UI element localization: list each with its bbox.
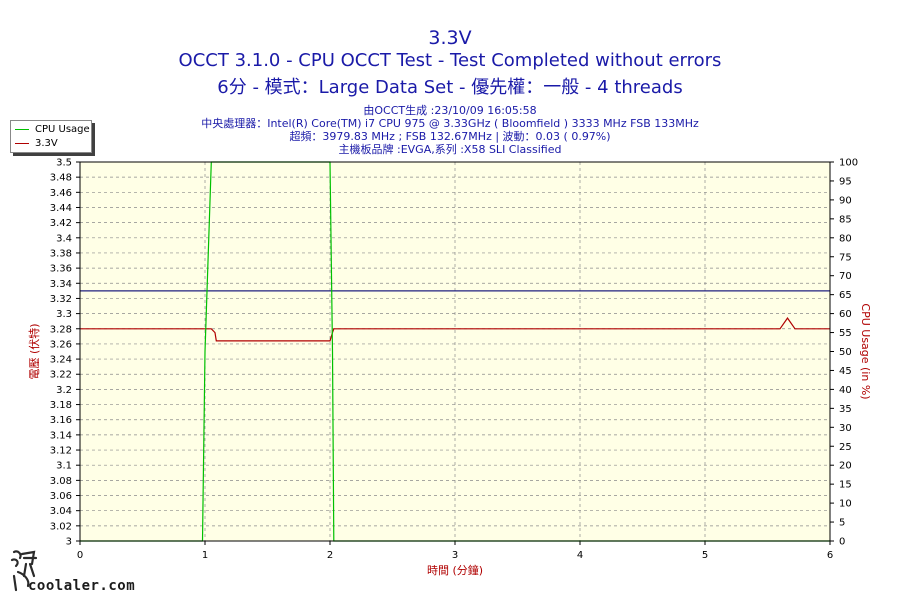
- tick-label-y-left: 3.34: [50, 279, 72, 290]
- tick-label-y-right: 50: [839, 347, 852, 358]
- tick-label-y-left: 3: [66, 537, 72, 548]
- watermark-logo: [10, 550, 38, 592]
- tick-label-y-right: 35: [839, 404, 852, 415]
- legend: CPU Usage 3.3V: [10, 120, 92, 153]
- tick-label-y-right: 65: [839, 290, 852, 301]
- tick-label-x: 5: [702, 550, 708, 561]
- tick-label-y-left: 3.2: [56, 385, 72, 396]
- tick-label-y-left: 3.12: [50, 446, 72, 457]
- tick-label-y-right: 45: [839, 366, 852, 377]
- tick-label-y-left: 3.3: [56, 309, 72, 320]
- tick-label-y-left: 3.08: [50, 476, 72, 487]
- tick-label-x: 6: [827, 550, 833, 561]
- tick-label-y-right: 95: [839, 176, 852, 187]
- tick-label-x: 3: [452, 550, 458, 561]
- tick-label-y-left: 3.1: [56, 461, 72, 472]
- tick-label-y-right: 100: [839, 158, 858, 169]
- tick-label-y-right: 5: [839, 518, 845, 529]
- chart-title: 3.3V: [428, 27, 472, 49]
- y-axis-label-left: 電壓 (伏特): [27, 323, 41, 379]
- tick-label-y-right: 55: [839, 328, 852, 339]
- legend-item-cpu: CPU Usage: [15, 122, 90, 136]
- legend-item-voltage: 3.3V: [15, 136, 58, 150]
- chart-subtitle-test: OCCT 3.1.0 - CPU OCCT Test - Test Comple…: [178, 50, 722, 71]
- tick-label-y-right: 25: [839, 442, 852, 453]
- tick-label-y-left: 3.26: [50, 339, 72, 350]
- legend-label-voltage: 3.3V: [35, 137, 58, 149]
- tick-label-y-left: 3.42: [50, 218, 72, 229]
- tick-label-y-right: 10: [839, 499, 852, 510]
- tick-label-y-left: 3.24: [50, 355, 72, 366]
- tick-label-y-left: 3.16: [50, 415, 72, 426]
- info-cpu: 中央處理器：Intel(R) Core(TM) i7 CPU 975 @ 3.3…: [201, 117, 699, 130]
- tick-label-y-right: 60: [839, 309, 852, 320]
- info-overclock: 超頻：3979.83 MHz ; FSB 132.67MHz | 波動：0.03…: [289, 130, 611, 143]
- tick-label-y-right: 40: [839, 385, 852, 396]
- ticks: 3 3.02 3.04 3.06 3.08 3.1 3.12 3.14 3.16 3.18 3.2 3…: [50, 158, 858, 562]
- tick-label-y-left: 3.28: [50, 324, 72, 335]
- chart-subtitle-mode: 6分 - 模式：Large Data Set - 優先權：一般 - 4 thre…: [217, 77, 683, 98]
- series-voltage-line: [80, 317, 830, 342]
- plot-frame: [79, 161, 831, 542]
- tick-label-y-right: 75: [839, 252, 852, 263]
- tick-label-y-left: 3.48: [50, 173, 72, 184]
- watermark-text: coolaler.com: [28, 578, 136, 594]
- legend-label-cpu: CPU Usage: [35, 123, 90, 135]
- tick-label-y-left: 3.14: [50, 430, 72, 441]
- y-axis-label-right: CPU Usage (in %): [859, 303, 872, 399]
- tick-label-y-left: 3.02: [50, 521, 72, 532]
- tick-label-y-left: 3.4: [56, 233, 72, 244]
- tick-label-y-right: 15: [839, 480, 852, 491]
- tick-label-x: 4: [577, 550, 583, 561]
- tick-label-y-right: 70: [839, 271, 852, 282]
- tick-label-y-right: 0: [839, 537, 845, 548]
- tick-label-x: 1: [202, 550, 208, 561]
- tick-label-y-left: 3.38: [50, 248, 72, 259]
- tick-label-y-right: 90: [839, 195, 852, 206]
- x-axis-label: 時間 (分鐘): [427, 563, 483, 577]
- tick-label-x: 0: [77, 550, 83, 561]
- tick-label-y-right: 85: [839, 214, 852, 225]
- tick-label-y-left: 3.46: [50, 188, 72, 199]
- tick-label-y-left: 3.36: [50, 264, 72, 275]
- tick-label-y-left: 3.18: [50, 400, 72, 411]
- tick-label-y-right: 30: [839, 423, 852, 434]
- tick-label-y-right: 20: [839, 461, 852, 472]
- tick-label-x: 2: [327, 550, 333, 561]
- tick-label-y-left: 3.06: [50, 491, 72, 502]
- tick-label-y-left: 3.44: [50, 203, 72, 214]
- grid: [80, 162, 830, 541]
- legend-swatch-cpu: [15, 128, 29, 130]
- info-motherboard: 主機板品牌 :EVGA,系列 :X58 SLI Classified: [338, 143, 562, 156]
- tick-label-y-left: 3.5: [56, 158, 72, 169]
- info-generated: 由OCCT生成 :23/10/09 16:05:58: [363, 104, 537, 117]
- tick-label-y-left: 3.32: [50, 294, 72, 305]
- tick-label-y-left: 3.22: [50, 370, 72, 381]
- tick-label-y-right: 80: [839, 233, 852, 244]
- tick-label-y-left: 3.04: [50, 506, 72, 517]
- legend-swatch-voltage: [15, 142, 29, 144]
